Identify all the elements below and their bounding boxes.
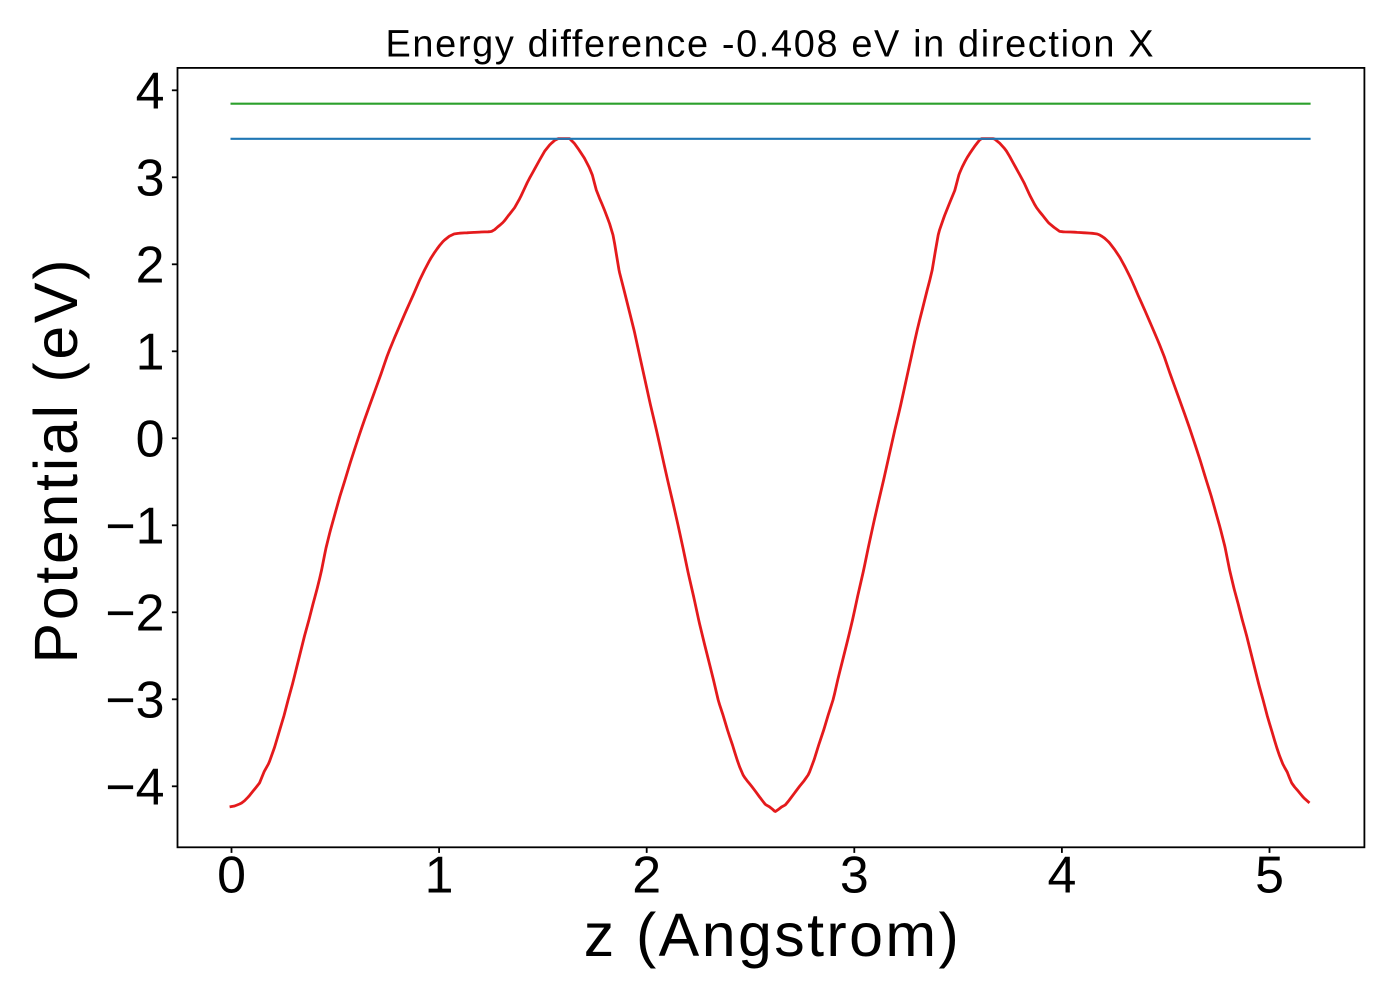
svg-text:−1: −1 [105, 497, 164, 555]
svg-text:−3: −3 [105, 671, 164, 729]
svg-text:1: 1 [136, 323, 165, 381]
svg-text:z (Angstrom): z (Angstrom) [584, 901, 959, 969]
svg-text:1: 1 [425, 845, 454, 903]
svg-text:Potential (eV): Potential (eV) [22, 260, 90, 664]
svg-text:−4: −4 [105, 758, 164, 816]
svg-text:3: 3 [840, 845, 869, 903]
svg-text:4: 4 [1047, 845, 1076, 903]
svg-text:0: 0 [136, 410, 165, 468]
svg-text:2: 2 [136, 236, 165, 294]
svg-text:4: 4 [136, 62, 165, 120]
svg-text:2: 2 [632, 845, 661, 903]
svg-text:5: 5 [1255, 845, 1284, 903]
svg-text:0: 0 [217, 845, 246, 903]
svg-text:3: 3 [136, 149, 165, 207]
svg-text:−2: −2 [105, 584, 164, 642]
